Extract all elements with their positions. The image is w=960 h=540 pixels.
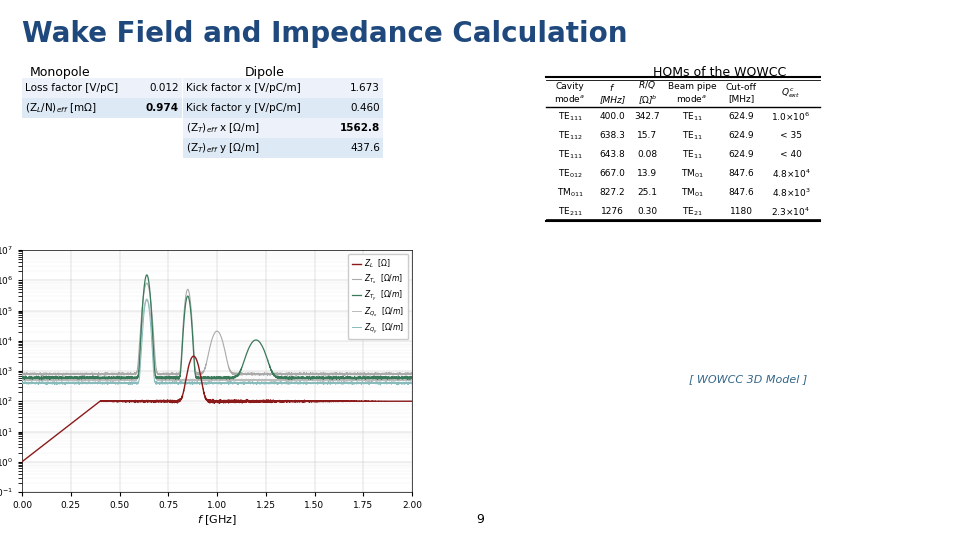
Bar [183,78,383,98]
Bar [183,98,383,118]
Text: TE$_{111}$: TE$_{111}$ [558,110,583,123]
Text: $Q_{ext}^{\,c}$: $Q_{ext}^{\,c}$ [781,86,801,100]
Text: $f$
[MHz]: $f$ [MHz] [599,82,626,104]
Text: TE$_{21}$: TE$_{21}$ [682,205,703,218]
Text: [ WOWCC 3D Model ]: [ WOWCC 3D Model ] [689,375,807,384]
Text: TM$_{01}$: TM$_{01}$ [681,167,704,180]
Bar [22,98,182,118]
Text: 847.6: 847.6 [728,188,754,197]
Text: 1.673: 1.673 [350,83,380,93]
Text: Loss factor [V/pC]: Loss factor [V/pC] [25,83,118,93]
Text: 0.460: 0.460 [350,103,380,113]
Text: 847.6: 847.6 [728,169,754,178]
Text: TM$_{011}$: TM$_{011}$ [557,186,584,199]
Text: 1.0×10$^6$: 1.0×10$^6$ [772,110,810,123]
Text: Cavity
mode$^a$: Cavity mode$^a$ [555,82,586,104]
Text: 4.8×10$^3$: 4.8×10$^3$ [772,186,810,199]
Text: Kick factor x [V/pC/m]: Kick factor x [V/pC/m] [186,83,300,93]
Text: < 40: < 40 [780,150,802,159]
Text: 667.0: 667.0 [600,169,625,178]
Text: Monopole: Monopole [30,66,90,79]
Text: TE$_{012}$: TE$_{012}$ [558,167,583,180]
Text: TM$_{01}$: TM$_{01}$ [681,186,704,199]
Bar [22,78,182,98]
Text: 0.08: 0.08 [637,150,658,159]
Text: 624.9: 624.9 [729,131,754,140]
Text: 4.8×10$^4$: 4.8×10$^4$ [772,167,810,180]
Text: 342.7: 342.7 [635,112,660,121]
Bar [183,138,383,158]
Text: 643.8: 643.8 [600,150,625,159]
Text: TE$_{11}$: TE$_{11}$ [682,110,703,123]
Text: 400.0: 400.0 [600,112,625,121]
X-axis label: $f$ [GHz]: $f$ [GHz] [197,513,237,526]
Text: 624.9: 624.9 [729,150,754,159]
Text: (Z$_T$)$_{eff}$ x [Ω/m]: (Z$_T$)$_{eff}$ x [Ω/m] [186,121,259,135]
Text: 0.012: 0.012 [150,83,179,93]
Text: 13.9: 13.9 [637,169,658,178]
Bar [183,118,383,138]
Text: TE$_{11}$: TE$_{11}$ [682,148,703,161]
Text: 9: 9 [476,513,484,526]
Text: 638.3: 638.3 [600,131,625,140]
Text: TE$_{112}$: TE$_{112}$ [558,129,583,141]
Text: 1562.8: 1562.8 [340,123,380,133]
Text: Dipole: Dipole [245,66,285,79]
Text: 1276: 1276 [601,207,624,216]
Text: 624.9: 624.9 [729,112,754,121]
Text: $R/Q$
[$\Omega$]$^b$: $R/Q$ [$\Omega$]$^b$ [637,79,658,107]
Text: Kick factor y [V/pC/m]: Kick factor y [V/pC/m] [186,103,300,113]
Text: Wake Field and Impedance Calculation: Wake Field and Impedance Calculation [22,20,628,48]
Text: 2.3×10$^4$: 2.3×10$^4$ [772,205,810,218]
Text: (Z$_T$)$_{eff}$ y [Ω/m]: (Z$_T$)$_{eff}$ y [Ω/m] [186,141,259,155]
Text: < 35: < 35 [780,131,802,140]
Text: TE$_{11}$: TE$_{11}$ [682,129,703,141]
Text: Cut-off
[MHz]: Cut-off [MHz] [726,83,756,103]
Text: 827.2: 827.2 [600,188,625,197]
Text: 15.7: 15.7 [637,131,658,140]
Text: 437.6: 437.6 [350,143,380,153]
Text: TE$_{111}$: TE$_{111}$ [558,148,583,161]
Text: TE$_{211}$: TE$_{211}$ [558,205,583,218]
Text: 0.974: 0.974 [146,103,179,113]
Text: Beam pipe
mode$^a$: Beam pipe mode$^a$ [668,82,716,104]
Text: 0.30: 0.30 [637,207,658,216]
Text: 25.1: 25.1 [637,188,658,197]
Text: 1180: 1180 [730,207,753,216]
Legend: $Z_L$  $[\Omega]$, $Z_{T_x}$  $[\Omega/m]$, $Z_{T_y}$  $[\Omega/m]$, $Z_{Q_x}$  : $Z_L$ $[\Omega]$, $Z_{T_x}$ $[\Omega/m]$… [348,254,408,339]
Text: (Z$_L$/N)$_{eff}$ [mΩ]: (Z$_L$/N)$_{eff}$ [mΩ] [25,101,97,115]
Text: HOMs of the WOWCC: HOMs of the WOWCC [654,66,786,79]
